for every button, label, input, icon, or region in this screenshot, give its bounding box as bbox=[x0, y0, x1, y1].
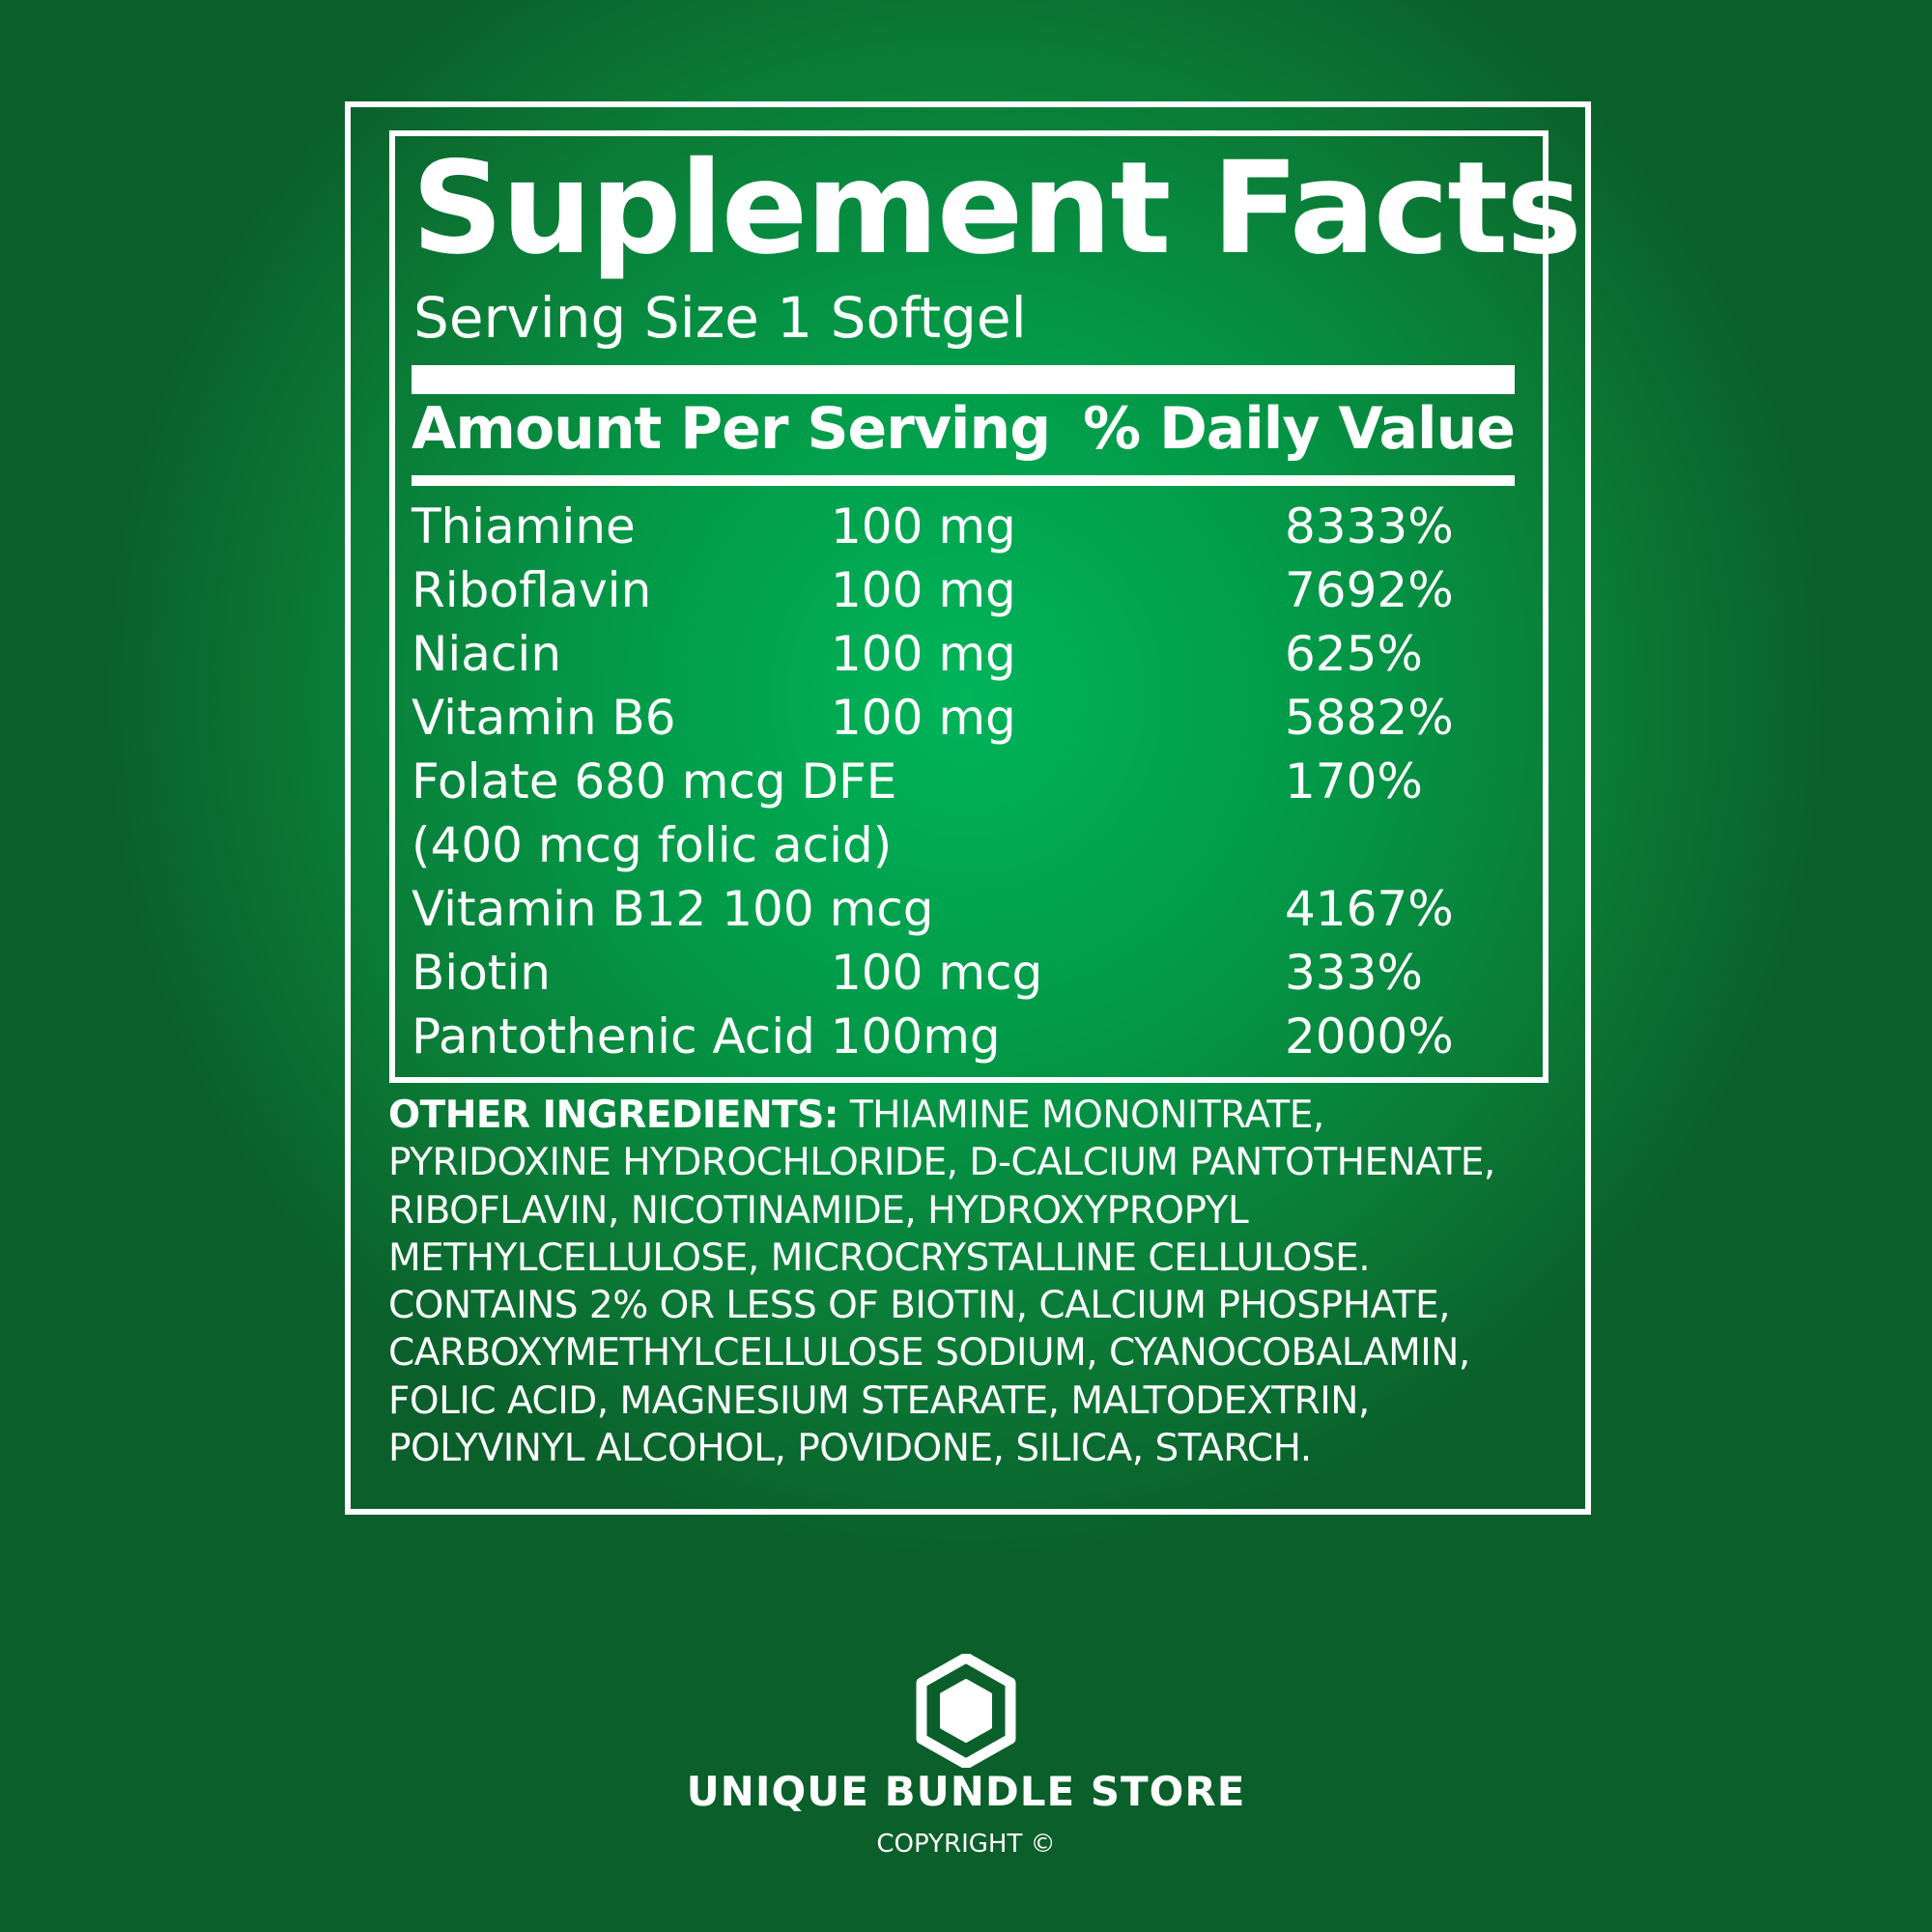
nutrient-name: Riboflavin bbox=[412, 562, 652, 618]
nutrient-row: Biotin 100 mcg 333% bbox=[412, 941, 1515, 1005]
nutrient-amount: 100 mg bbox=[831, 626, 1016, 682]
nutrient-daily-value: 170% bbox=[1285, 753, 1423, 810]
nutrient-name: Biotin bbox=[412, 945, 551, 1001]
nutrient-name: Pantothenic Acid 100mg bbox=[412, 1009, 1001, 1065]
divider-thick bbox=[412, 365, 1515, 394]
nutrient-row: Thiamine 100 mg 8333% bbox=[412, 495, 1515, 558]
nutrient-daily-value: 4167% bbox=[1285, 881, 1454, 937]
facts-panel-frame bbox=[389, 130, 1548, 1083]
nutrient-daily-value: 2000% bbox=[1285, 1009, 1454, 1065]
page-title: Suplement Facts bbox=[412, 134, 1582, 283]
nutrient-daily-value: 5882% bbox=[1285, 690, 1454, 746]
nutrient-name: Thiamine bbox=[412, 498, 636, 554]
label-outer-frame bbox=[345, 101, 1591, 1515]
nutrient-amount: 100 mg bbox=[831, 498, 1016, 554]
serving-size: Serving Size 1 Softgel bbox=[413, 285, 1027, 351]
nutrient-daily-value: 8333% bbox=[1285, 498, 1454, 554]
brand-name: UNIQUE BUNDLE STORE bbox=[686, 1768, 1246, 1815]
nutrient-amount: 100 mcg bbox=[831, 945, 1043, 1001]
nutrient-amount: 100 mg bbox=[831, 562, 1016, 618]
nutrient-row: Riboflavin 100 mg 7692% bbox=[412, 558, 1515, 622]
nutrient-name: Vitamin B12 100 mcg bbox=[412, 881, 934, 937]
hexagon-logo-icon bbox=[916, 1654, 1016, 1768]
other-ingredients: OTHER INGREDIENTS: THIAMINE MONONITRATE,… bbox=[388, 1092, 1509, 1472]
header-amount: Amount Per Serving bbox=[412, 395, 1051, 463]
nutrient-row: (400 mcg folic acid) bbox=[412, 813, 1515, 877]
header-daily-value: % Daily Value bbox=[1082, 395, 1516, 463]
other-ingredients-text: THIAMINE MONONITRATE, PYRIDOXINE HYDROCH… bbox=[388, 1094, 1495, 1471]
nutrient-row: Pantothenic Acid 100mg 2000% bbox=[412, 1005, 1515, 1068]
nutrient-row: Vitamin B12 100 mcg 4167% bbox=[412, 877, 1515, 941]
nutrient-name: Folate 680 mcg DFE bbox=[412, 753, 897, 810]
nutrient-name: (400 mcg folic acid) bbox=[412, 817, 893, 873]
divider-thin bbox=[412, 475, 1515, 486]
nutrient-row: Vitamin B6 100 mg 5882% bbox=[412, 686, 1515, 750]
copyright: COPYRIGHT © bbox=[876, 1830, 1056, 1859]
other-ingredients-label: OTHER INGREDIENTS: bbox=[388, 1094, 838, 1137]
nutrient-daily-value: 7692% bbox=[1285, 562, 1454, 618]
nutrient-name: Niacin bbox=[412, 626, 562, 682]
nutrient-row: Folate 680 mcg DFE 170% bbox=[412, 750, 1515, 813]
nutrient-row: Niacin 100 mg 625% bbox=[412, 622, 1515, 686]
nutrient-daily-value: 333% bbox=[1285, 945, 1423, 1001]
nutrient-amount: 100 mg bbox=[831, 690, 1016, 746]
nutrient-daily-value: 625% bbox=[1285, 626, 1423, 682]
nutrient-name: Vitamin B6 bbox=[412, 690, 676, 746]
